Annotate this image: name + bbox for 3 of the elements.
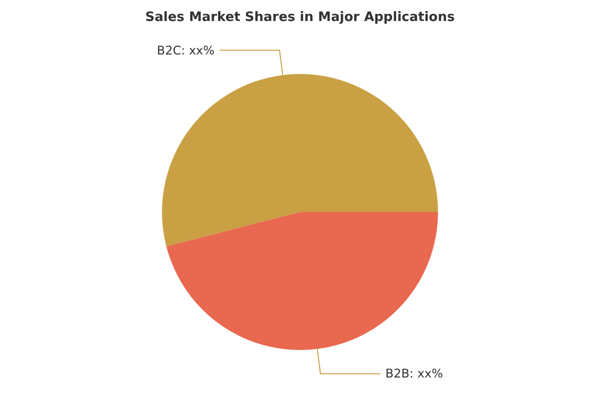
slice-label: B2B: xx%: [385, 366, 443, 381]
chart-title: Sales Market Shares in Major Applications: [145, 10, 455, 25]
slice-label: B2C: xx%: [156, 43, 215, 58]
